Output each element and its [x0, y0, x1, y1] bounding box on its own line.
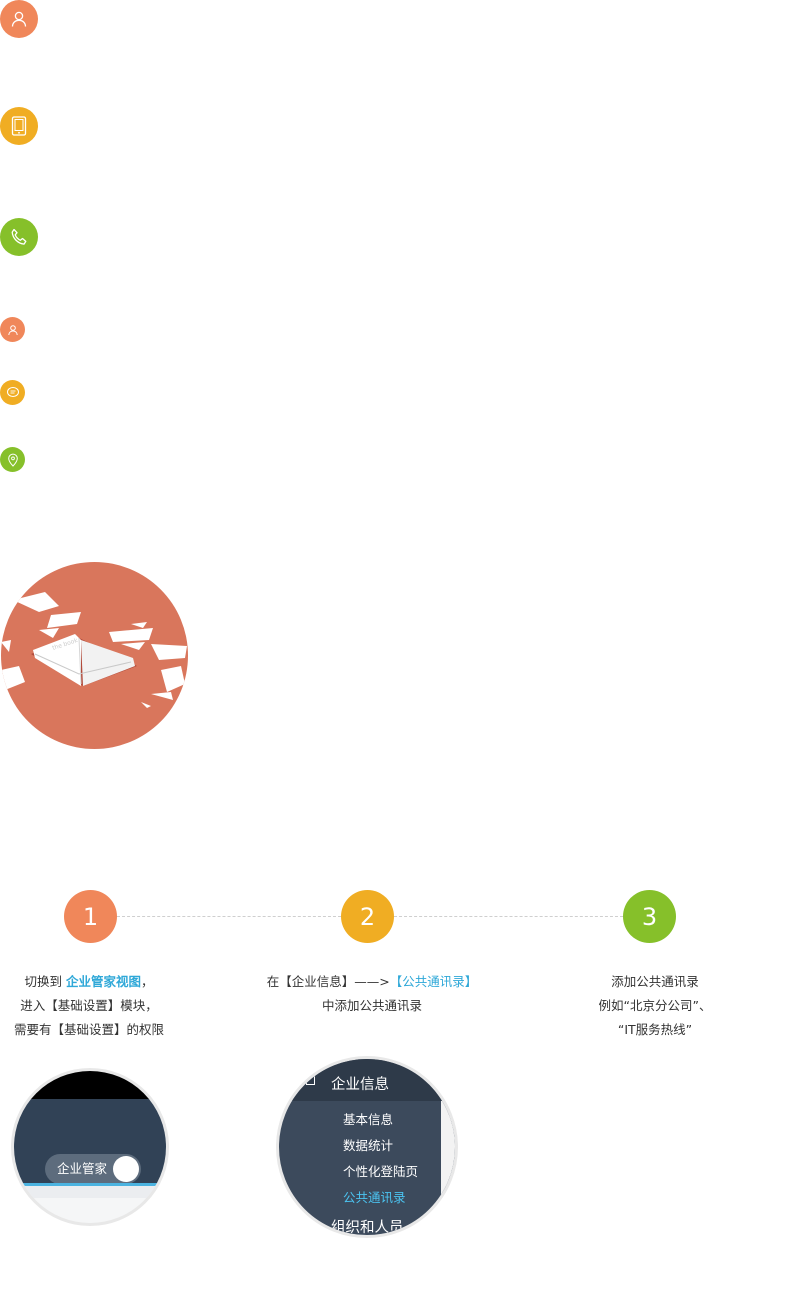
step-2-line1-link[interactable]: 【公共通讯录】 — [389, 974, 478, 989]
step-1-line3: 需要有【基础设置】的权限 — [13, 1022, 164, 1037]
zoom-lower-strip — [14, 1186, 166, 1198]
step-1-number: 1 — [64, 890, 117, 943]
phone-icon — [0, 218, 38, 256]
zoom-accent-line — [14, 1183, 166, 1186]
step-connector-1 — [117, 916, 341, 917]
step-2-line1-prefix: 在【企业信息】——> — [266, 974, 390, 989]
menu-title[interactable]: 企业信息 — [331, 1077, 389, 1093]
menu-item-basic-info[interactable]: 基本信息 — [343, 1112, 394, 1127]
step-2-description: 在【企业信息】——>【公共通讯录】 中添加公共通讯录 — [252, 970, 492, 1018]
menu-header — [279, 1059, 455, 1101]
tablet-icon — [0, 107, 38, 145]
book-illustration: the book — [1, 562, 188, 749]
menu-item-login-page[interactable]: 个性化登陆页 — [343, 1164, 419, 1179]
step-1-line1-suffix: ， — [140, 974, 154, 989]
toggle-knob — [113, 1156, 139, 1182]
grid-icon — [306, 1076, 315, 1085]
zoom-view-toggle: 企业管家 — [11, 1068, 169, 1226]
step-3-description: 添加公共通讯录 例如“北京分公司”、 “IT服务热线” — [560, 970, 750, 1042]
user-icon — [0, 0, 38, 38]
zoom-menu: 企业信息 基本信息 数据统计 个性化登陆页 公共通讯录 组织和人员 — [276, 1056, 458, 1238]
step-1-line2: 进入【基础设置】模块， — [20, 998, 158, 1013]
step-3-line3: “IT服务热线” — [617, 1022, 693, 1037]
menu-item-statistics[interactable]: 数据统计 — [343, 1138, 394, 1153]
step-1-line1-prefix: 切换到 — [24, 974, 66, 989]
content-edge — [441, 1101, 455, 1235]
step-2-number: 2 — [341, 890, 394, 943]
user-icon-small — [0, 317, 25, 342]
menu-item-public-contacts[interactable]: 公共通讯录 — [343, 1190, 406, 1205]
toggle-label: 企业管家 — [57, 1161, 108, 1176]
step-3-number: 3 — [623, 890, 676, 943]
zoom-header-bar: 企业管家 — [14, 1099, 166, 1184]
menu-section-org[interactable]: 组织和人员 — [331, 1220, 404, 1236]
step-3-line2: 例如“北京分公司”、 — [598, 998, 712, 1013]
chat-icon — [0, 380, 25, 405]
step-connector-2 — [394, 916, 623, 917]
zoom-top-bar — [14, 1071, 166, 1099]
step-3-line1: 添加公共通讯录 — [611, 974, 699, 989]
step-1-description: 切换到 企业管家视图， 进入【基础设置】模块， 需要有【基础设置】的权限 — [0, 970, 178, 1042]
location-pin-icon — [0, 447, 25, 472]
enterprise-view-toggle[interactable]: 企业管家 — [45, 1154, 141, 1184]
step-2-line2: 中添加公共通讯录 — [321, 998, 422, 1013]
step-1-line1-link[interactable]: 企业管家视图 — [65, 974, 141, 989]
